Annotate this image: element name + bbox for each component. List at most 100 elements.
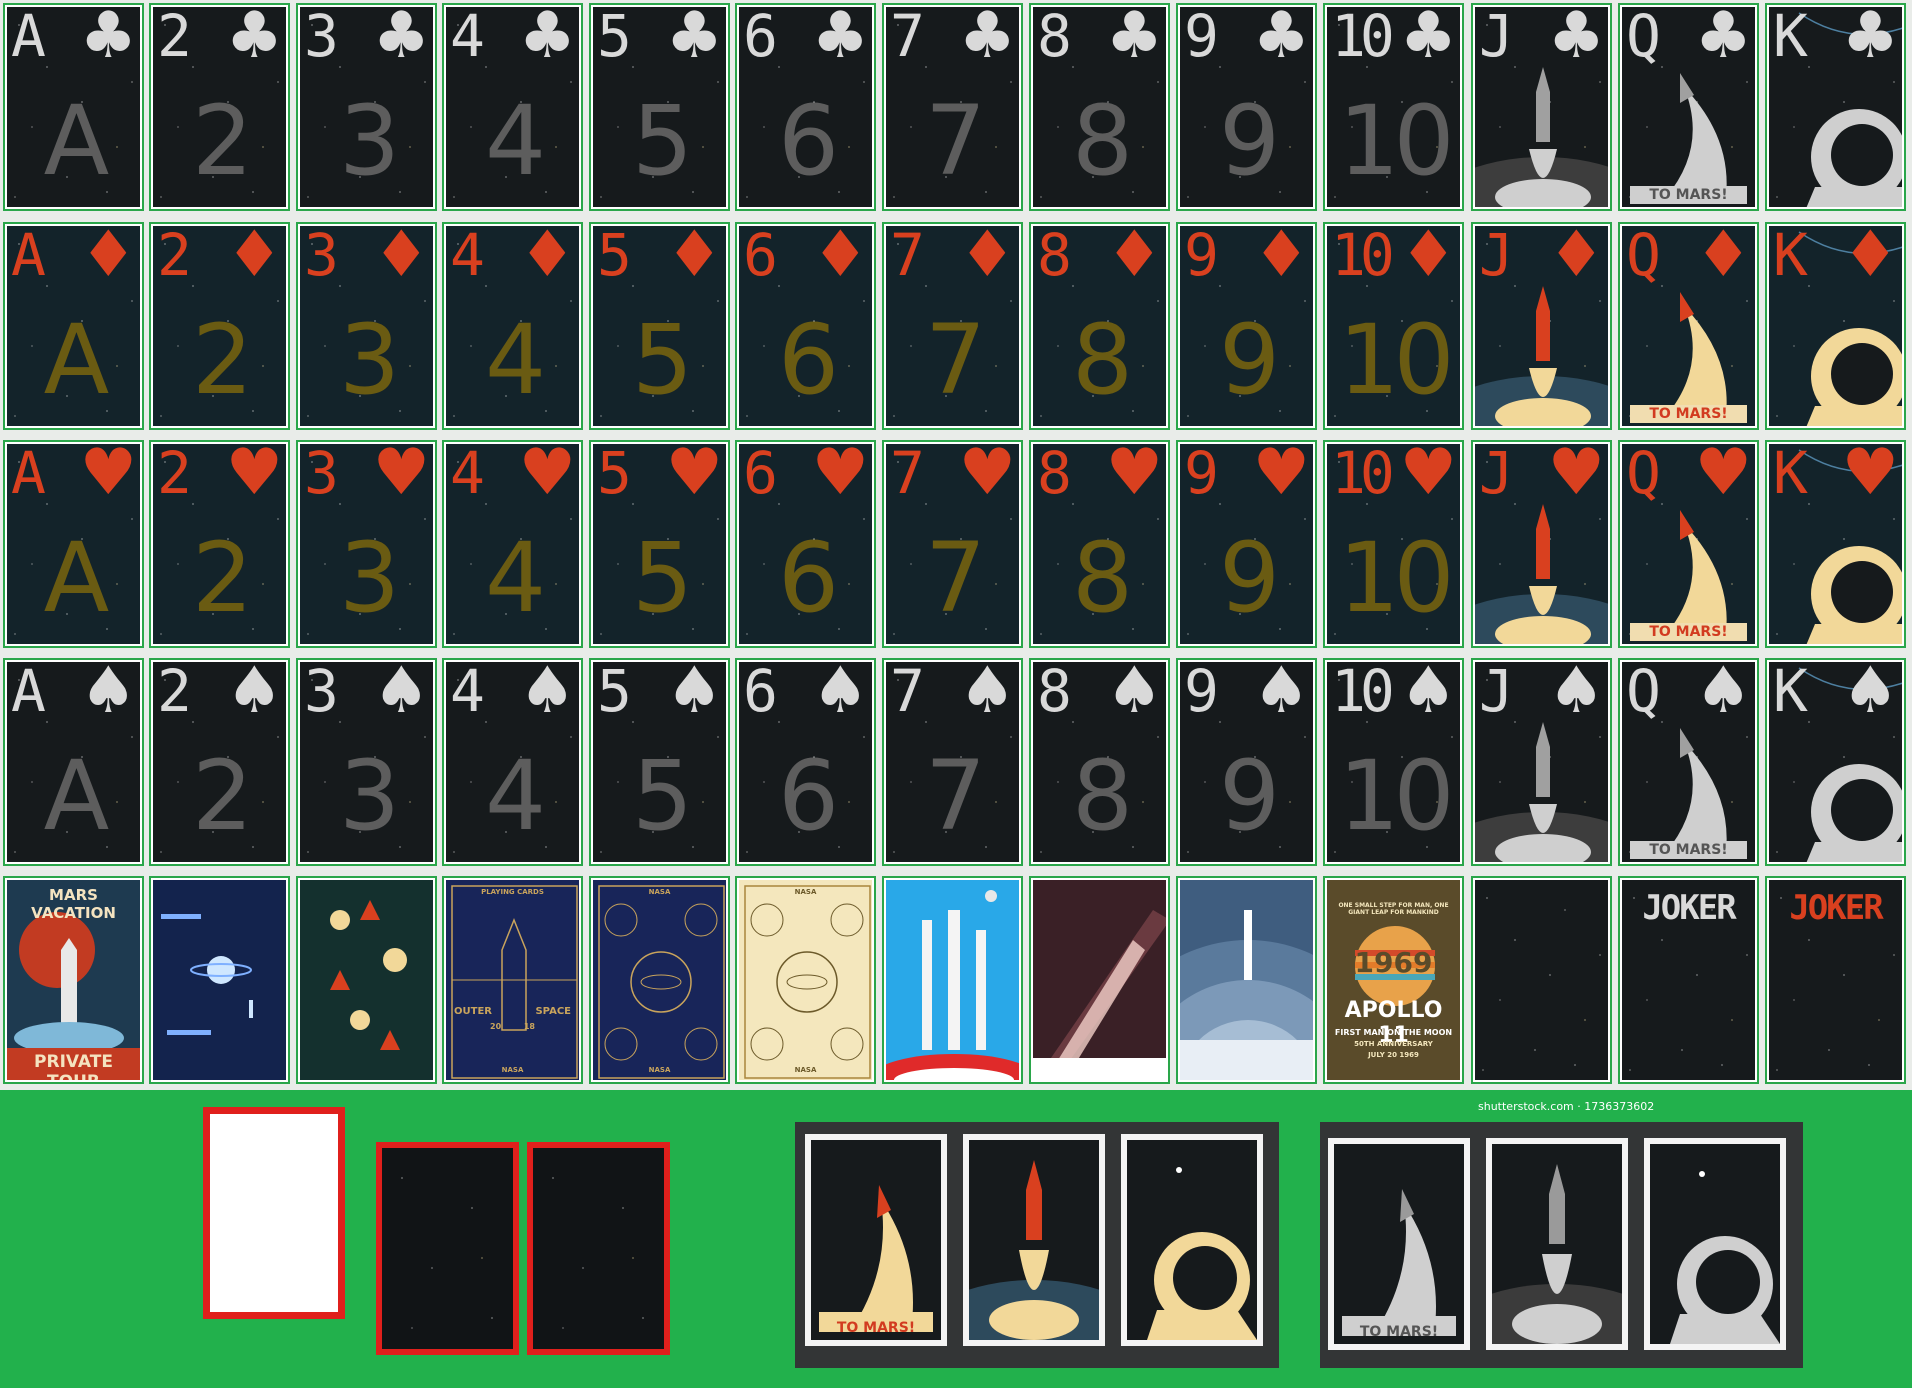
preview-jack-color[interactable] — [963, 1134, 1105, 1346]
card-8-of-diamonds[interactable]: 8 ♦ 8 — [1029, 222, 1170, 430]
card-10-of-spades[interactable]: 10 ♠ 10 — [1323, 658, 1464, 866]
card-4-of-hearts[interactable]: 4 ♥ 4 — [442, 440, 583, 648]
card-q-of-clubs[interactable]: Q ♣ TO MARS! — [1618, 3, 1759, 211]
card-3-of-spades[interactable]: 3 ♠ 3 — [296, 658, 437, 866]
card-9-of-diamonds[interactable]: 9 ♦ 9 — [1176, 222, 1317, 430]
spade-icon: ♠ — [518, 660, 576, 728]
card-9-of-spades[interactable]: 9 ♠ 9 — [1176, 658, 1317, 866]
card-2-of-spades[interactable]: 2 ♠ 2 — [149, 658, 290, 866]
preview-queen-gray[interactable]: TO MARS! — [1328, 1138, 1470, 1350]
card-2-of-clubs[interactable]: 2 ♣ 2 — [149, 3, 290, 211]
card-rank-center: 9 — [1218, 304, 1280, 416]
card-10-of-clubs[interactable]: 10 ♣ 10 — [1323, 3, 1464, 211]
apollo-year: 1969 — [1354, 946, 1433, 979]
diamond-icon: ♦ — [1547, 224, 1605, 292]
card-3-of-diamonds[interactable]: 3 ♦ 3 — [296, 222, 437, 430]
back-apollo-11[interactable]: ONE SMALL STEP FOR MAN, ONE GIANT LEAP F… — [1323, 876, 1464, 1084]
card-caption: TO MARS! — [1630, 841, 1747, 859]
card-8-of-hearts[interactable]: 8 ♥ 8 — [1029, 440, 1170, 648]
back-atom-cream[interactable]: NASA NASA — [735, 876, 876, 1084]
card-back-slot-2[interactable] — [527, 1142, 670, 1355]
card-5-of-clubs[interactable]: 5 ♣ 5 — [589, 3, 730, 211]
card-k-of-hearts[interactable]: K ♥ — [1765, 440, 1906, 648]
card-6-of-diamonds[interactable]: 6 ♦ 6 — [735, 222, 876, 430]
empty-card-slot[interactable] — [203, 1107, 345, 1319]
card-2-of-diamonds[interactable]: 2 ♦ 2 — [149, 222, 290, 430]
back-rocket-city[interactable] — [1176, 876, 1317, 1084]
card-4-of-clubs[interactable]: 4 ♣ 4 — [442, 3, 583, 211]
card-5-of-hearts[interactable]: 5 ♥ 5 — [589, 440, 730, 648]
preview-jack-gray[interactable] — [1486, 1138, 1628, 1350]
preview-king-color[interactable] — [1121, 1134, 1263, 1346]
card-q-of-spades[interactable]: Q ♠ TO MARS! — [1618, 658, 1759, 866]
back-retro-icons[interactable] — [296, 876, 437, 1084]
back-jets-sunburst[interactable] — [1029, 876, 1170, 1084]
back-pixel-space[interactable] — [149, 876, 290, 1084]
card-4-of-diamonds[interactable]: 4 ♦ 4 — [442, 222, 583, 430]
preview-king-gray[interactable] — [1644, 1138, 1786, 1350]
card-a-of-hearts[interactable]: A ♥ A — [3, 440, 144, 648]
club-icon: ♣ — [1547, 5, 1605, 73]
card-rank-center: 4 — [484, 740, 546, 852]
card-q-of-diamonds[interactable]: Q ♦ TO MARS! — [1618, 222, 1759, 430]
club-icon: ♣ — [958, 5, 1016, 73]
club-icon: ♣ — [665, 5, 723, 73]
card-back-slot-1[interactable] — [376, 1142, 519, 1355]
card-6-of-spades[interactable]: 6 ♠ 6 — [735, 658, 876, 866]
card-rank-corner: K — [1773, 224, 1808, 289]
card-k-of-diamonds[interactable]: K ♦ — [1765, 222, 1906, 430]
card-k-of-clubs[interactable]: K ♣ — [1765, 3, 1906, 211]
back-outer-space[interactable]: OUTER SPACE PLAYING CARDS 20 18 NASA — [442, 876, 583, 1084]
back-mars-vacation-art — [7, 912, 140, 1080]
apollo-subtitle: FIRST MAN ON THE MOON — [1334, 1028, 1453, 1037]
club-icon: ♣ — [1105, 5, 1163, 73]
card-9-of-clubs[interactable]: 9 ♣ 9 — [1176, 3, 1317, 211]
spade-icon: ♠ — [1399, 660, 1457, 728]
heart-icon: ♥ — [1547, 442, 1605, 510]
card-a-of-diamonds[interactable]: A ♦ A — [3, 222, 144, 430]
card-a-of-spades[interactable]: A ♠ A — [3, 658, 144, 866]
card-5-of-diamonds[interactable]: 5 ♦ 5 — [589, 222, 730, 430]
card-10-of-diamonds[interactable]: 10 ♦ 10 — [1323, 222, 1464, 430]
back-starfield[interactable] — [1471, 876, 1612, 1084]
card-rank-center: 10 — [1338, 85, 1454, 197]
card-9-of-hearts[interactable]: 9 ♥ 9 — [1176, 440, 1317, 648]
card-7-of-spades[interactable]: 7 ♠ 7 — [882, 658, 1023, 866]
back-jets-sunburst-art — [1033, 910, 1166, 1080]
card-j-of-diamonds[interactable]: J ♦ — [1471, 222, 1612, 430]
card-3-of-clubs[interactable]: 3 ♣ 3 — [296, 3, 437, 211]
card-rank-corner: 5 — [597, 660, 632, 725]
card-7-of-hearts[interactable]: 7 ♥ 7 — [882, 440, 1023, 648]
card-j-of-spades[interactable]: J ♠ — [1471, 658, 1612, 866]
card-4-of-spades[interactable]: 4 ♠ 4 — [442, 658, 583, 866]
card-j-of-clubs[interactable]: J ♣ — [1471, 3, 1612, 211]
card-rank-center: A — [43, 522, 110, 634]
back-rocket-city-art — [1180, 910, 1313, 1080]
back-atom-blue[interactable]: NASA NASA — [589, 876, 730, 1084]
card-a-of-clubs[interactable]: A ♣ A — [3, 3, 144, 211]
card-8-of-spades[interactable]: 8 ♠ 8 — [1029, 658, 1170, 866]
joker-red[interactable]: JOKER — [1765, 876, 1906, 1084]
preview-queen-color[interactable]: TO MARS! — [805, 1134, 947, 1346]
card-k-of-spades[interactable]: K ♠ — [1765, 658, 1906, 866]
card-2-of-hearts[interactable]: 2 ♥ 2 — [149, 440, 290, 648]
card-8-of-clubs[interactable]: 8 ♣ 8 — [1029, 3, 1170, 211]
card-q-of-hearts[interactable]: Q ♥ TO MARS! — [1618, 440, 1759, 648]
card-10-of-hearts[interactable]: 10 ♥ 10 — [1323, 440, 1464, 648]
card-5-of-spades[interactable]: 5 ♠ 5 — [589, 658, 730, 866]
atom-cream-brand-top: NASA — [794, 888, 817, 896]
card-rank-corner: 3 — [304, 660, 339, 725]
card-6-of-clubs[interactable]: 6 ♣ 6 — [735, 3, 876, 211]
outer-space-left: OUTER — [454, 1006, 492, 1017]
card-7-of-diamonds[interactable]: 7 ♦ 7 — [882, 222, 1023, 430]
card-3-of-hearts[interactable]: 3 ♥ 3 — [296, 440, 437, 648]
diamond-icon: ♦ — [1399, 224, 1457, 292]
card-7-of-clubs[interactable]: 7 ♣ 7 — [882, 3, 1023, 211]
card-j-of-hearts[interactable]: J ♥ — [1471, 440, 1612, 648]
back-mars-vacation[interactable]: MARS VACATION PRIVATE TOUR — [3, 876, 144, 1084]
card-6-of-hearts[interactable]: 6 ♥ 6 — [735, 440, 876, 648]
card-rank-corner: 5 — [597, 5, 632, 70]
joker-black[interactable]: JOKER — [1618, 876, 1759, 1084]
card-rank-center: 10 — [1338, 304, 1454, 416]
back-saturn-rockets[interactable] — [882, 876, 1023, 1084]
